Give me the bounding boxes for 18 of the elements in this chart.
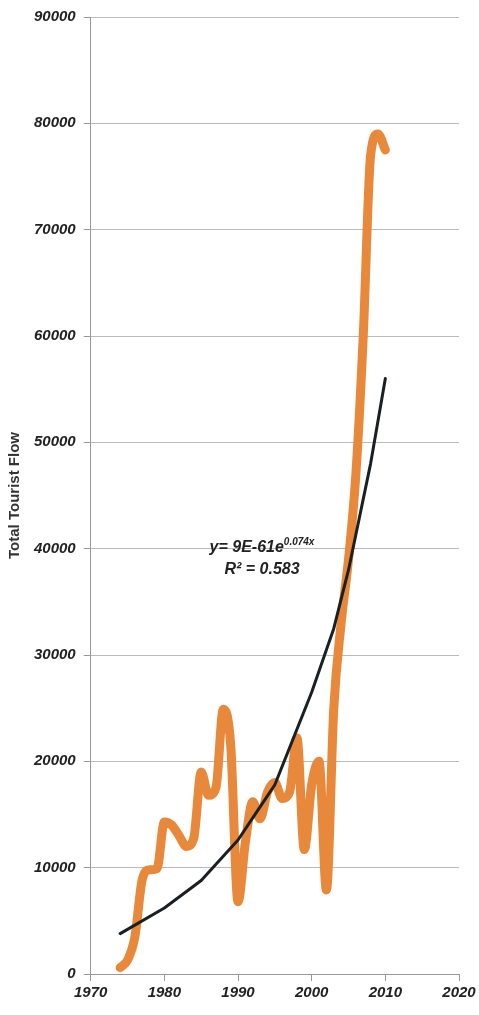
y-axis-title: Total Tourist Flow — [5, 431, 23, 559]
y-tick-label: 80000 — [33, 113, 77, 131]
x-tick-label: 1980 — [147, 983, 182, 1001]
y-tick-label: 40000 — [32, 538, 77, 556]
x-tick-label: 1990 — [221, 983, 256, 1001]
x-tick-label: 1970 — [74, 983, 109, 1001]
y-tick-label: 70000 — [33, 219, 77, 237]
x-tick-label: 2000 — [294, 983, 330, 1001]
x-tick-label: 2010 — [367, 983, 403, 1001]
y-tick-label: 20000 — [32, 751, 77, 769]
y-tick-label: 10000 — [33, 857, 77, 875]
y-tick-label: 30000 — [33, 645, 77, 663]
y-tick-label: 50000 — [33, 432, 77, 450]
x-tick-label: 2020 — [441, 983, 477, 1001]
y-tick-label: 60000 — [33, 326, 77, 344]
annotation: R² = 0.583 — [224, 560, 300, 577]
y-tick-label: 0 — [67, 964, 77, 982]
y-tick-label: 90000 — [33, 7, 77, 25]
